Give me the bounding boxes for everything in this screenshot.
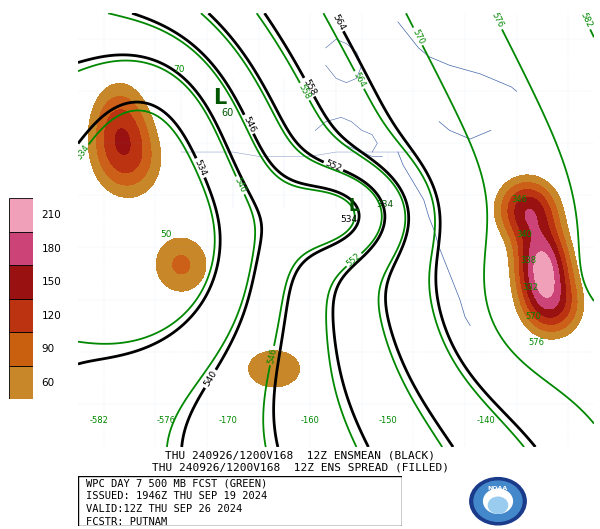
Text: -160: -160 [301,416,320,425]
Text: 346: 346 [511,195,527,204]
Text: -150: -150 [378,416,397,425]
Bar [9,198,33,232]
Text: -140: -140 [476,416,495,425]
Text: 334: 334 [376,199,394,208]
Text: 120: 120 [41,311,61,321]
Text: 340: 340 [517,230,532,239]
Text: 60: 60 [41,378,55,388]
Text: 180: 180 [41,244,61,253]
Text: 150: 150 [41,277,61,287]
Text: 570: 570 [410,28,425,45]
Text: 332: 332 [523,283,539,292]
Text: 552: 552 [345,251,363,268]
Text: 558: 558 [297,83,313,101]
Text: 210: 210 [41,210,61,220]
Circle shape [470,478,526,525]
Circle shape [484,489,512,513]
Text: 546: 546 [241,115,257,134]
Text: -576: -576 [156,416,175,425]
Text: 546: 546 [266,347,278,364]
Text: L: L [349,197,359,215]
Bar [9,366,33,399]
Text: 576: 576 [528,339,544,348]
Bar [9,332,33,366]
Text: 558: 558 [301,77,317,97]
Text: 564: 564 [331,12,346,32]
Text: NOAA: NOAA [488,486,508,491]
Text: 70: 70 [173,65,184,74]
Text: 540: 540 [202,369,218,388]
Bar [9,399,33,421]
Text: 552: 552 [324,159,343,174]
Bar [9,299,33,332]
Text: 338: 338 [520,256,536,265]
Text: 570: 570 [525,312,541,322]
Text: THU 240926/1200V168  12Z ENSMEAN (BLACK)
THU 240926/1200V168  12Z ENS SPREAD (FI: THU 240926/1200V168 12Z ENSMEAN (BLACK) … [151,451,449,472]
Circle shape [488,497,508,513]
Text: 534: 534 [74,143,91,161]
Text: 50: 50 [160,230,172,239]
Text: 60: 60 [221,108,234,118]
Text: 534: 534 [193,158,208,178]
Text: 582: 582 [578,11,593,30]
Bar [9,266,33,299]
Circle shape [474,481,522,522]
Text: 576: 576 [490,11,505,30]
Text: -170: -170 [218,416,237,425]
Text: 564: 564 [352,71,367,89]
Text: 540: 540 [233,176,248,195]
Text: -582: -582 [89,416,108,425]
Text: WPC DAY 7 500 MB FCST (GREEN)
ISSUED: 1946Z THU SEP 19 2024
VALID:12Z THU SEP 26: WPC DAY 7 500 MB FCST (GREEN) ISSUED: 19… [86,479,268,529]
Bar [9,232,33,266]
Text: 534: 534 [340,215,358,224]
Text: L: L [213,88,227,108]
Text: 90: 90 [41,344,55,354]
